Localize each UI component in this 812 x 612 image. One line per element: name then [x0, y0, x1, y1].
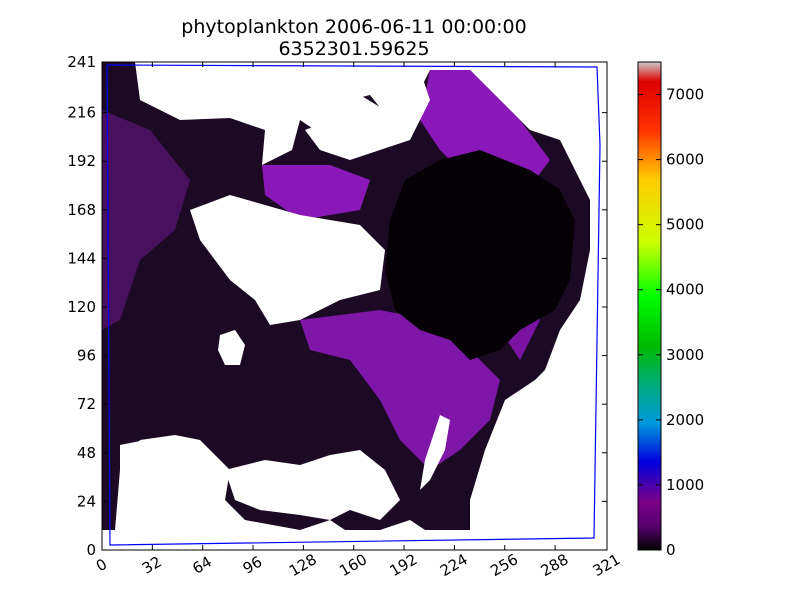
land-central	[190, 195, 385, 325]
colorbar-tick-label: 2000	[666, 411, 704, 429]
y-tick-label: 168	[67, 201, 96, 219]
x-tick-label: 96	[240, 553, 266, 578]
y-axis: 0 24 48 72 96 120 144 168 192 216 241	[67, 53, 607, 559]
colorbar-tick-label: 1000	[666, 476, 704, 494]
x-tick-label: 64	[189, 553, 215, 578]
colorbar-tick-label: 3000	[666, 346, 704, 364]
colorbar-tick-label: 7000	[666, 86, 704, 104]
y-tick-label: 96	[77, 347, 96, 365]
land-peninsula	[420, 415, 450, 490]
bright-region-bay	[262, 165, 370, 220]
colorbar-tick-label: 4000	[666, 281, 704, 299]
colorbar-tick-label: 5000	[666, 216, 704, 234]
x-tick-label: 321	[590, 550, 624, 580]
heatmap-field	[102, 62, 607, 550]
land-north	[305, 70, 430, 160]
land-south-strip	[102, 530, 607, 550]
land-north-east	[470, 62, 607, 140]
x-tick-label: 224	[437, 550, 471, 580]
y-tick-label: 72	[77, 395, 96, 413]
x-tick-label: 128	[286, 550, 320, 580]
land-east	[480, 160, 607, 550]
bright-region-strait	[300, 310, 500, 470]
x-tick-label: 32	[139, 553, 165, 578]
colorbar-tick-label: 0	[666, 541, 676, 559]
y-tick-label: 0	[86, 541, 96, 559]
x-tick-label: 160	[336, 550, 370, 580]
x-tick-label: 288	[538, 550, 572, 580]
plot-frame	[101, 61, 608, 551]
chart-title: phytoplankton 2006-06-11 00:00:00	[181, 16, 526, 38]
land-island	[218, 330, 245, 365]
y-tick-label: 48	[77, 444, 96, 462]
y-tick-label: 120	[67, 298, 96, 316]
dark-core	[385, 150, 575, 360]
colorbar-axis: 0 1000 2000 3000 4000 5000 6000 7000	[638, 86, 704, 559]
x-tick-label: 256	[487, 550, 521, 580]
y-tick-label: 24	[77, 492, 96, 510]
y-tick-label: 192	[67, 152, 96, 170]
land-south	[225, 450, 400, 520]
colorbar-tick-label: 6000	[666, 151, 704, 169]
land-north-west	[140, 62, 275, 110]
x-tick-label: 192	[387, 550, 421, 580]
y-tick-label: 216	[67, 104, 96, 122]
domain-boundary	[106, 64, 601, 546]
y-tick-label: 241	[67, 53, 96, 71]
chart-subtitle: 6352301.59625	[278, 38, 429, 60]
colorbar	[637, 61, 662, 551]
bright-region-west	[102, 110, 190, 330]
land-south-west	[120, 440, 200, 500]
y-tick-label: 144	[67, 249, 96, 267]
